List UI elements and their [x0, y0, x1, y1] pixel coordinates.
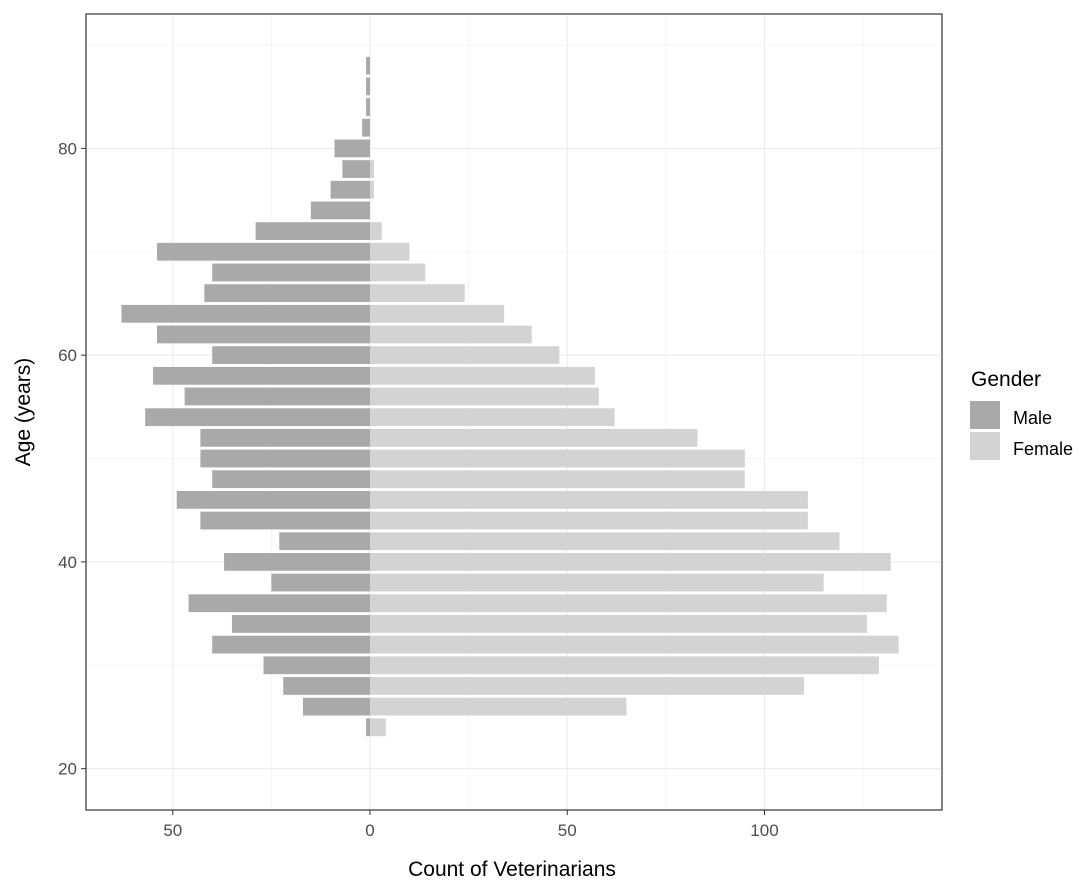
- bar-male-age-82: [362, 118, 371, 137]
- bar-male-age-58: [153, 366, 371, 385]
- bar-female-age-60: [370, 346, 560, 365]
- bar-female-age-66: [370, 284, 465, 303]
- bar-female-age-36: [370, 594, 887, 613]
- bar-female-age-64: [370, 304, 505, 323]
- y-tick-label: 80: [58, 139, 77, 158]
- bar-male-age-28: [283, 677, 371, 695]
- bar-male-age-34: [231, 615, 371, 633]
- bar-male-age-44: [200, 511, 371, 530]
- bar-female-age-46: [370, 490, 808, 509]
- y-axis-title: Age (years): [12, 358, 35, 467]
- y-axis-ticks: 20 40 60 80: [58, 139, 86, 779]
- legend-key-male: [970, 401, 1000, 429]
- bar-female-age-68: [370, 263, 426, 282]
- x-tick-label: 0: [365, 821, 374, 840]
- bar-female-age-26: [370, 697, 627, 716]
- bar-male-age-32: [212, 635, 371, 654]
- bar-male-age-88: [366, 56, 371, 75]
- bar-male-age-26: [302, 697, 371, 716]
- bar-female-age-24: [370, 718, 386, 737]
- bar-male-age-70: [157, 242, 371, 261]
- bar-male-age-42: [279, 532, 371, 551]
- bar-female-age-42: [370, 532, 840, 551]
- bar-female-age-48: [370, 470, 745, 489]
- bar-female-age-32: [370, 635, 899, 654]
- bar-male-age-48: [212, 470, 371, 489]
- bar-male-age-76: [330, 180, 371, 199]
- bar-male-age-38: [271, 573, 371, 592]
- bar-female-age-70: [370, 242, 410, 261]
- bar-male-age-64: [121, 304, 371, 323]
- bar-male-age-54: [145, 408, 371, 427]
- legend-key-female: [970, 432, 1000, 460]
- legend-title: Gender: [971, 368, 1041, 391]
- bar-male-age-56: [184, 387, 371, 406]
- bar-female-age-72: [370, 222, 382, 240]
- plot-border: [85, 13, 943, 811]
- bar-female-age-58: [370, 366, 595, 385]
- bar-female-age-76: [370, 180, 374, 199]
- bar-male-age-60: [212, 346, 371, 365]
- legend-label-female: Female: [1013, 439, 1073, 459]
- bar-male-age-52: [200, 428, 371, 447]
- bar-male-age-24: [366, 718, 371, 737]
- x-tick-label: 100: [750, 821, 778, 840]
- x-tick-label: 50: [163, 821, 182, 840]
- bar-female-age-62: [370, 325, 532, 344]
- bar-female-age-38: [370, 573, 824, 592]
- x-axis-title: Count of Veterinarians: [408, 858, 616, 880]
- bar-male-age-68: [212, 263, 371, 282]
- legend: Gender Male Female: [970, 368, 1073, 460]
- bar-male-age-80: [334, 139, 371, 158]
- bar-female-age-30: [370, 656, 879, 675]
- bar-male-age-84: [366, 98, 371, 116]
- bar-female-age-54: [370, 408, 615, 427]
- bar-female-age-40: [370, 553, 891, 571]
- bar-male-age-30: [263, 656, 371, 675]
- bar-male-age-62: [157, 325, 371, 344]
- bar-male-age-40: [224, 553, 371, 571]
- x-axis-ticks: 50 0 50 100: [163, 810, 779, 840]
- bar-female-age-52: [370, 428, 698, 447]
- legend-label-male: Male: [1013, 408, 1052, 428]
- y-tick-label: 20: [58, 760, 77, 779]
- bar-female-age-44: [370, 511, 808, 530]
- bar-male-age-74: [310, 201, 371, 220]
- y-tick-label: 40: [58, 553, 77, 572]
- bar-female-age-56: [370, 387, 599, 406]
- bar-male-age-36: [188, 594, 371, 613]
- bar-female-age-78: [370, 160, 374, 178]
- bar-male-age-66: [204, 284, 371, 303]
- bar-female-age-28: [370, 677, 804, 695]
- bar-male-age-78: [342, 160, 371, 178]
- bar-male-age-46: [176, 490, 371, 509]
- x-tick-label: 50: [558, 821, 577, 840]
- bars: [121, 56, 899, 737]
- y-tick-label: 60: [58, 346, 77, 365]
- bar-female-age-34: [370, 615, 868, 633]
- bar-male-age-50: [200, 449, 371, 468]
- bar-female-age-50: [370, 449, 745, 468]
- bar-male-age-86: [366, 77, 371, 96]
- bar-male-age-72: [255, 222, 371, 240]
